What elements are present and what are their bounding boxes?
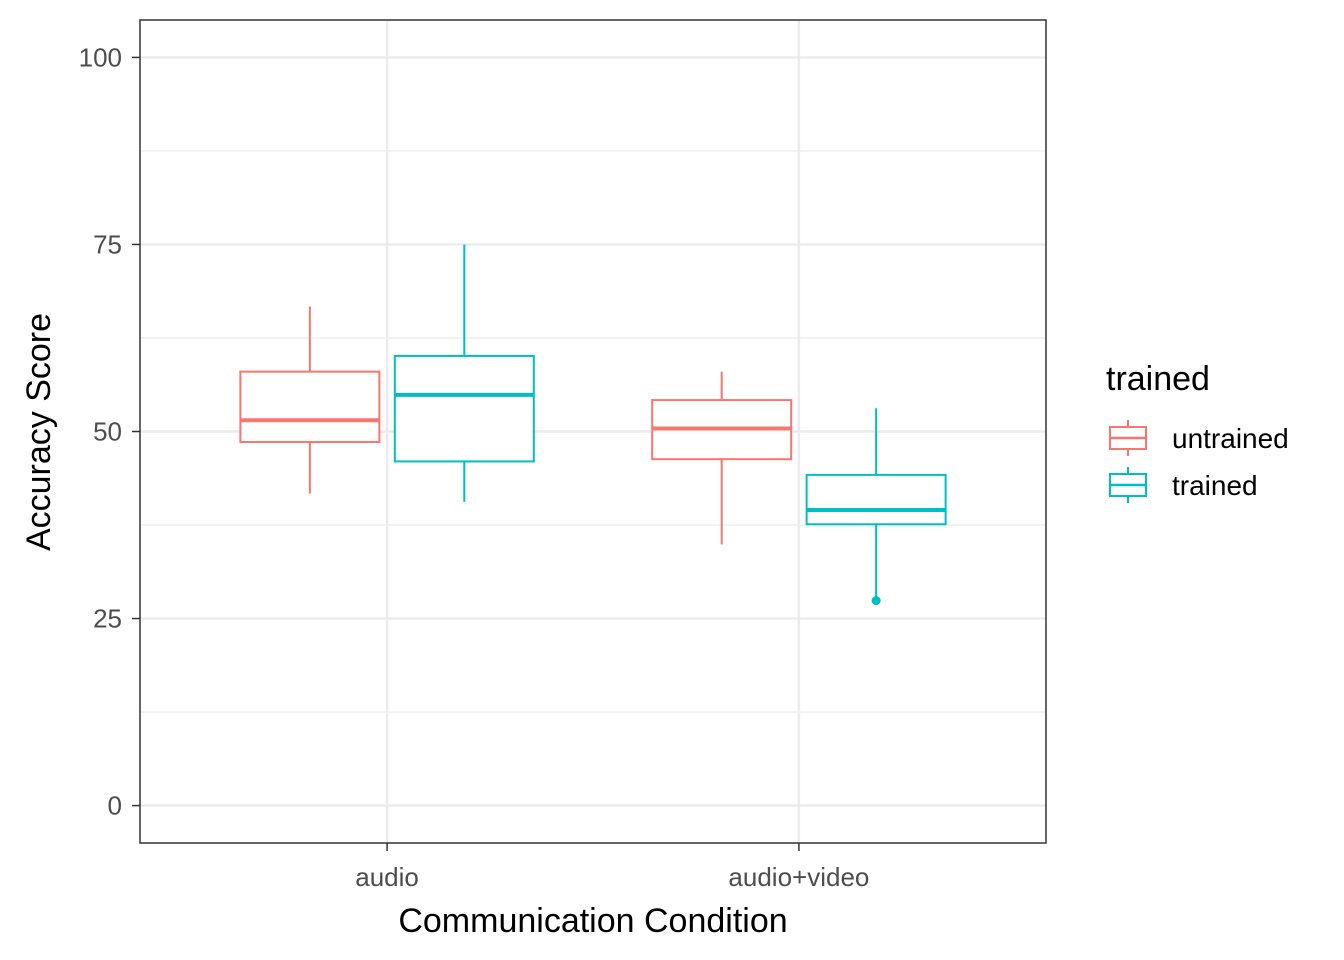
x-axis-title: Communication Condition <box>398 902 787 940</box>
major-gridlines <box>140 20 1046 843</box>
legend: trained untrained trained <box>1106 360 1289 503</box>
box-outlier-point <box>871 596 881 606</box>
legend-entry-label: untrained <box>1172 423 1289 454</box>
legend-entry-label: trained <box>1172 470 1258 501</box>
x-axis-ticks: audio audio+video <box>355 843 869 892</box>
y-tick-label: 25 <box>93 604 122 634</box>
y-tick-label: 0 <box>108 791 122 821</box>
minor-gridlines <box>140 150 1046 713</box>
y-tick-label: 100 <box>79 42 122 72</box>
box-iqr <box>239 370 381 443</box>
y-tick-label: 75 <box>93 229 122 259</box>
y-axis-title: Accuracy Score <box>20 313 58 551</box>
x-tick-label: audio+video <box>728 862 869 892</box>
box-iqr <box>805 473 947 526</box>
box-layer <box>239 244 947 606</box>
y-tick-label: 50 <box>93 417 122 447</box>
legend-title: trained <box>1106 360 1210 398</box>
x-tick-label: audio <box>355 862 419 892</box>
y-axis-ticks: 0 25 50 75 100 <box>79 42 140 821</box>
box-iqr <box>393 354 535 463</box>
